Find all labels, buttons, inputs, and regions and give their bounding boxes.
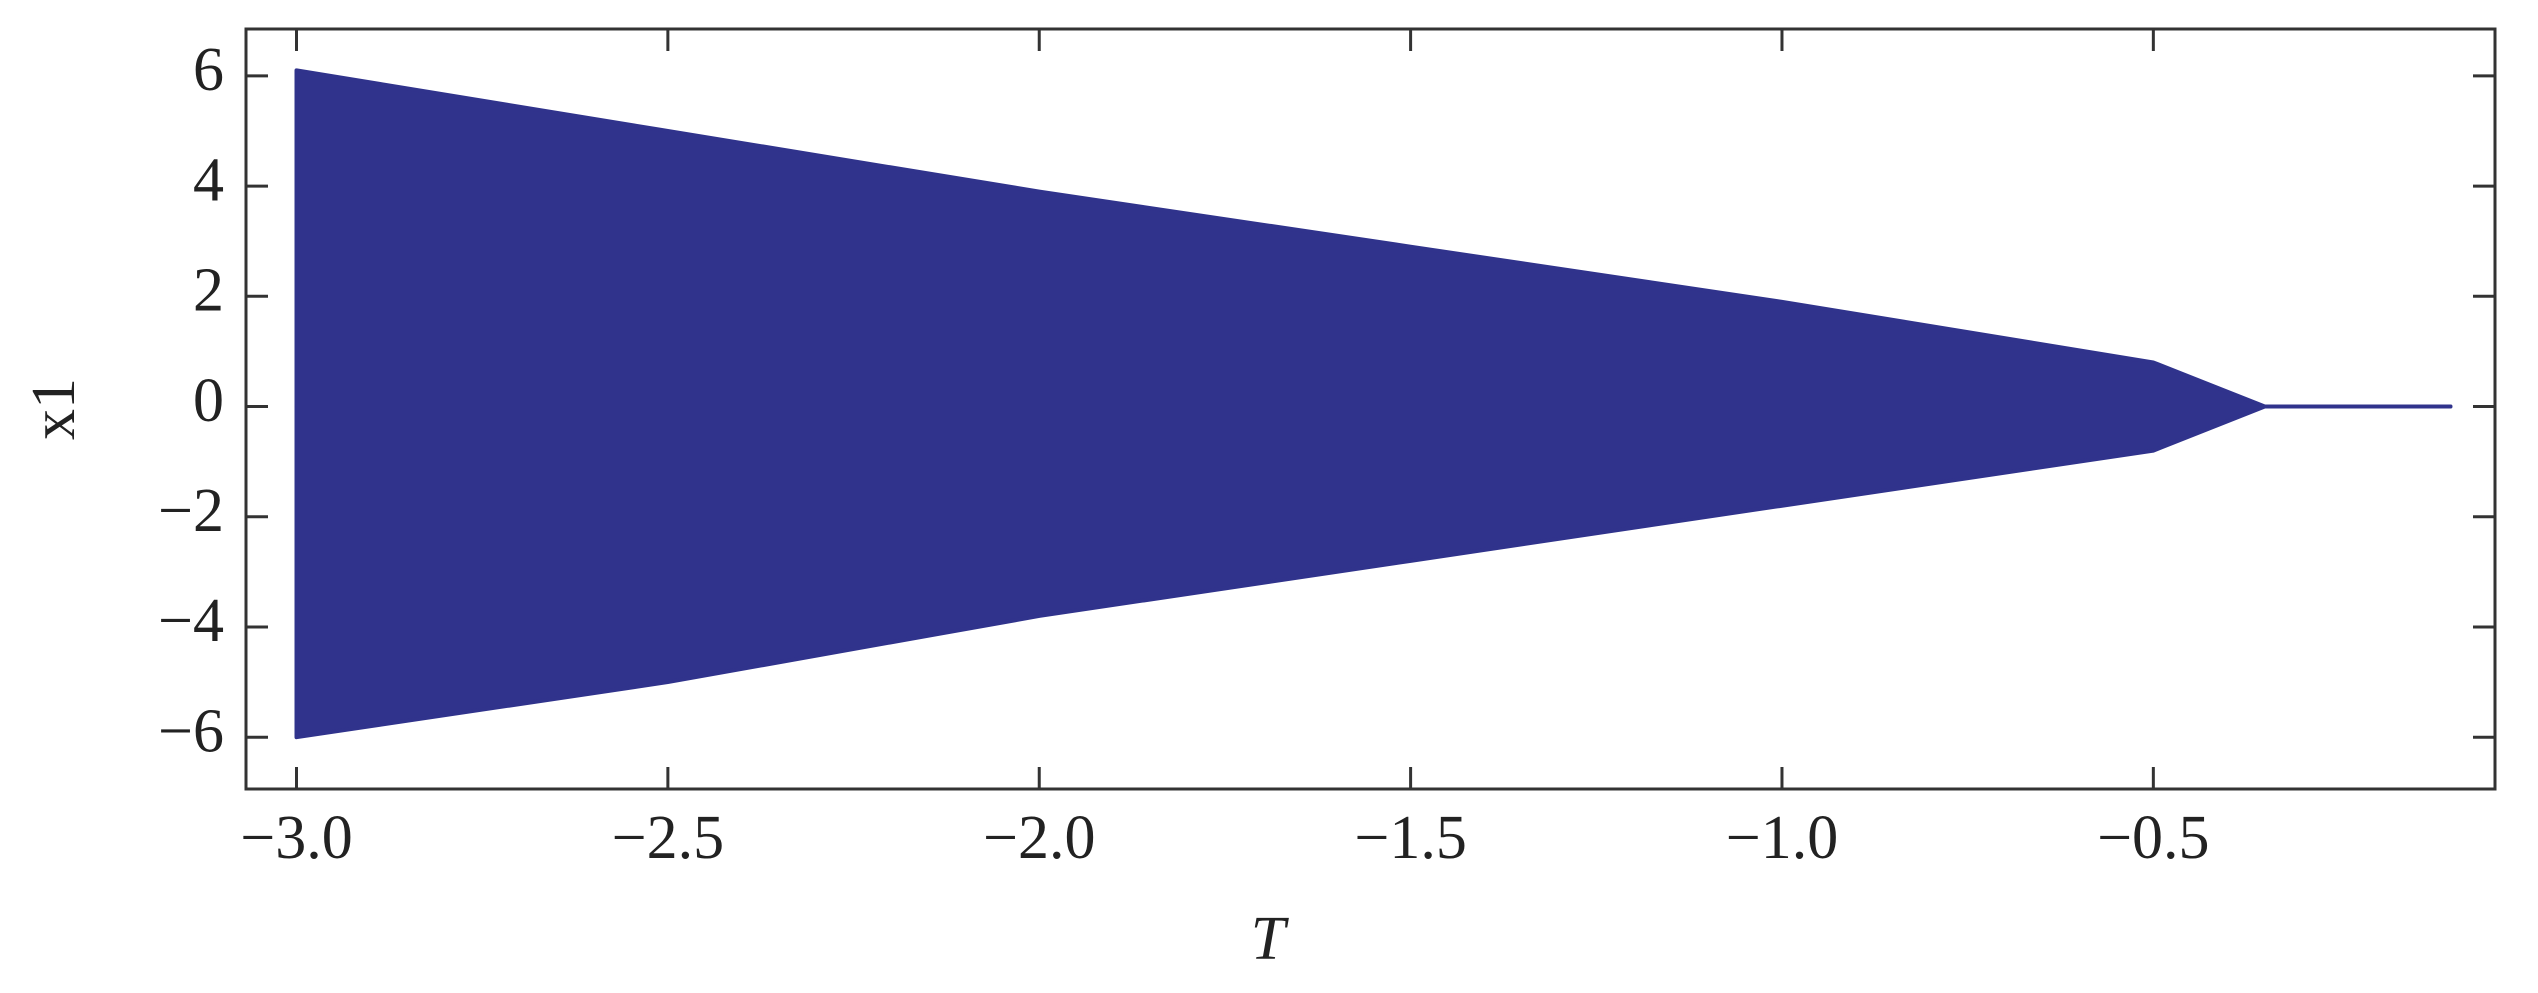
- x-tick-label: −2.5: [612, 804, 724, 872]
- x-tick-label: −1.0: [1726, 804, 1838, 872]
- x-tick-label: −1.5: [1354, 804, 1466, 872]
- y-tick-label: −6: [158, 697, 224, 765]
- y-axis-label: x1: [20, 378, 88, 440]
- plot-frame: [244, 27, 2497, 791]
- y-tick-label: −2: [158, 477, 224, 545]
- x-tick-label: −0.5: [2097, 804, 2209, 872]
- y-tick-label: 2: [193, 257, 224, 325]
- area: [294, 404, 2453, 740]
- y-tick-label: 0: [193, 367, 224, 435]
- x-tick-label: −3.0: [240, 804, 352, 872]
- y-tick-label: 6: [193, 36, 224, 104]
- x-axis-label: T: [1251, 905, 1290, 973]
- x-tick-label: −2.0: [983, 804, 1095, 872]
- y-tick-label: −4: [158, 587, 224, 655]
- area: [294, 68, 2453, 409]
- y-tick-label: 4: [193, 146, 224, 214]
